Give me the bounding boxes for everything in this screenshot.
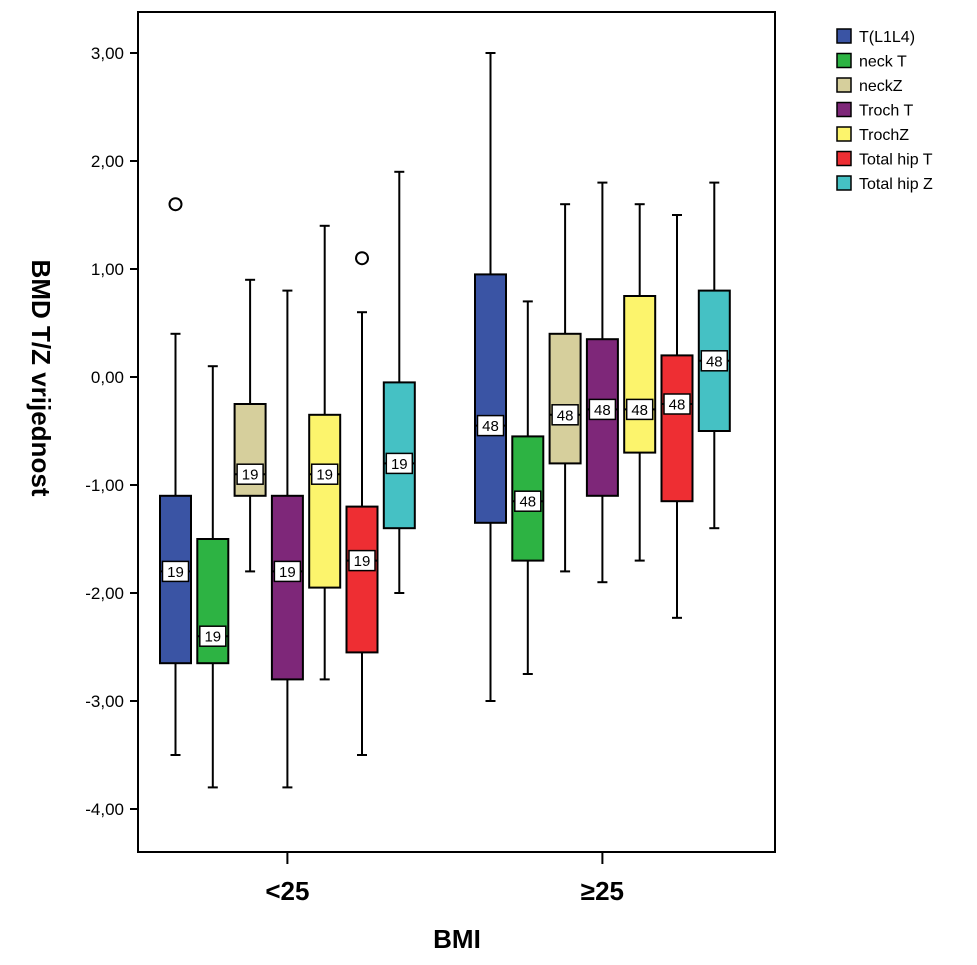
box-series: 19 48 19 48 19 48 19 48 19 48 19 48 19 48	[159, 52, 731, 789]
outlier-point	[355, 251, 369, 266]
y-tick-label: 0,00	[91, 368, 124, 387]
n-label: 19	[391, 456, 408, 473]
y-axis-ticks: -4,00 -3,00 -2,00 -1,00 0,00 1,00 2,00 3,00	[85, 44, 138, 819]
n-label-box	[700, 350, 729, 372]
n-label-box	[236, 463, 264, 485]
y-tick-label: -3,00	[85, 692, 124, 711]
n-label: 48	[519, 494, 536, 511]
outlier-point	[168, 197, 183, 212]
n-label: 19	[354, 553, 371, 570]
n-label-box	[385, 452, 414, 475]
legend-swatch	[836, 126, 852, 142]
n-label: 19	[316, 467, 333, 484]
n-label: 48	[669, 397, 686, 414]
box	[308, 413, 342, 589]
legend-label: neckZ	[859, 78, 903, 95]
n-label-box	[551, 404, 579, 426]
box	[660, 354, 694, 503]
n-label: 19	[242, 467, 259, 484]
legend-label: Total hip T	[859, 152, 933, 169]
n-label-box	[161, 560, 190, 583]
legend: T(L1L4) neck T neckZ Troch T TrochZ Total hip…	[836, 28, 933, 193]
legend-swatch	[836, 28, 852, 44]
legend-label: TrochZ	[859, 127, 909, 144]
x-axis-categories: <25 ≥25	[265, 852, 624, 906]
n-label-box	[348, 549, 376, 572]
y-tick-label: 2,00	[91, 152, 124, 171]
n-label-box	[273, 560, 302, 583]
n-label-box	[199, 625, 227, 647]
x-category-label: <25	[265, 876, 309, 906]
y-tick-label: -2,00	[85, 584, 124, 603]
n-label: 48	[706, 353, 723, 370]
y-tick-label: -1,00	[85, 476, 124, 495]
box	[548, 332, 582, 465]
n-label: 19	[204, 629, 221, 646]
n-label: 48	[631, 402, 648, 419]
legend-swatch	[836, 52, 852, 69]
n-label-box	[625, 398, 654, 421]
legend-label: T(L1L4)	[859, 29, 915, 46]
n-label-box	[588, 398, 617, 421]
n-label-box	[310, 463, 339, 485]
n-label: 48	[482, 418, 499, 435]
n-label-box	[663, 393, 691, 415]
legend-label: Total hip Z	[859, 176, 933, 193]
legend-label: neck T	[859, 54, 907, 71]
n-label-box	[476, 414, 505, 437]
n-label-box	[514, 490, 542, 512]
x-category-label: ≥25	[581, 876, 624, 906]
y-axis-title: BMD T/Z vrijednost	[26, 260, 56, 497]
n-label: 19	[279, 564, 296, 581]
box	[270, 494, 304, 681]
x-axis-title: BMI	[433, 924, 481, 954]
y-tick-label: -4,00	[85, 800, 124, 819]
legend-swatch	[836, 77, 852, 93]
box	[474, 273, 507, 524]
legend-swatch	[836, 150, 852, 167]
n-label: 48	[594, 402, 611, 419]
y-tick-label: 3,00	[91, 44, 124, 63]
legend-swatch	[836, 175, 852, 191]
legend-label: Troch T	[859, 103, 913, 120]
n-label: 48	[557, 407, 574, 424]
legend-swatch	[836, 101, 852, 118]
box	[623, 295, 657, 454]
box	[345, 505, 379, 654]
y-tick-label: 1,00	[91, 260, 124, 279]
n-label: 19	[167, 564, 184, 581]
